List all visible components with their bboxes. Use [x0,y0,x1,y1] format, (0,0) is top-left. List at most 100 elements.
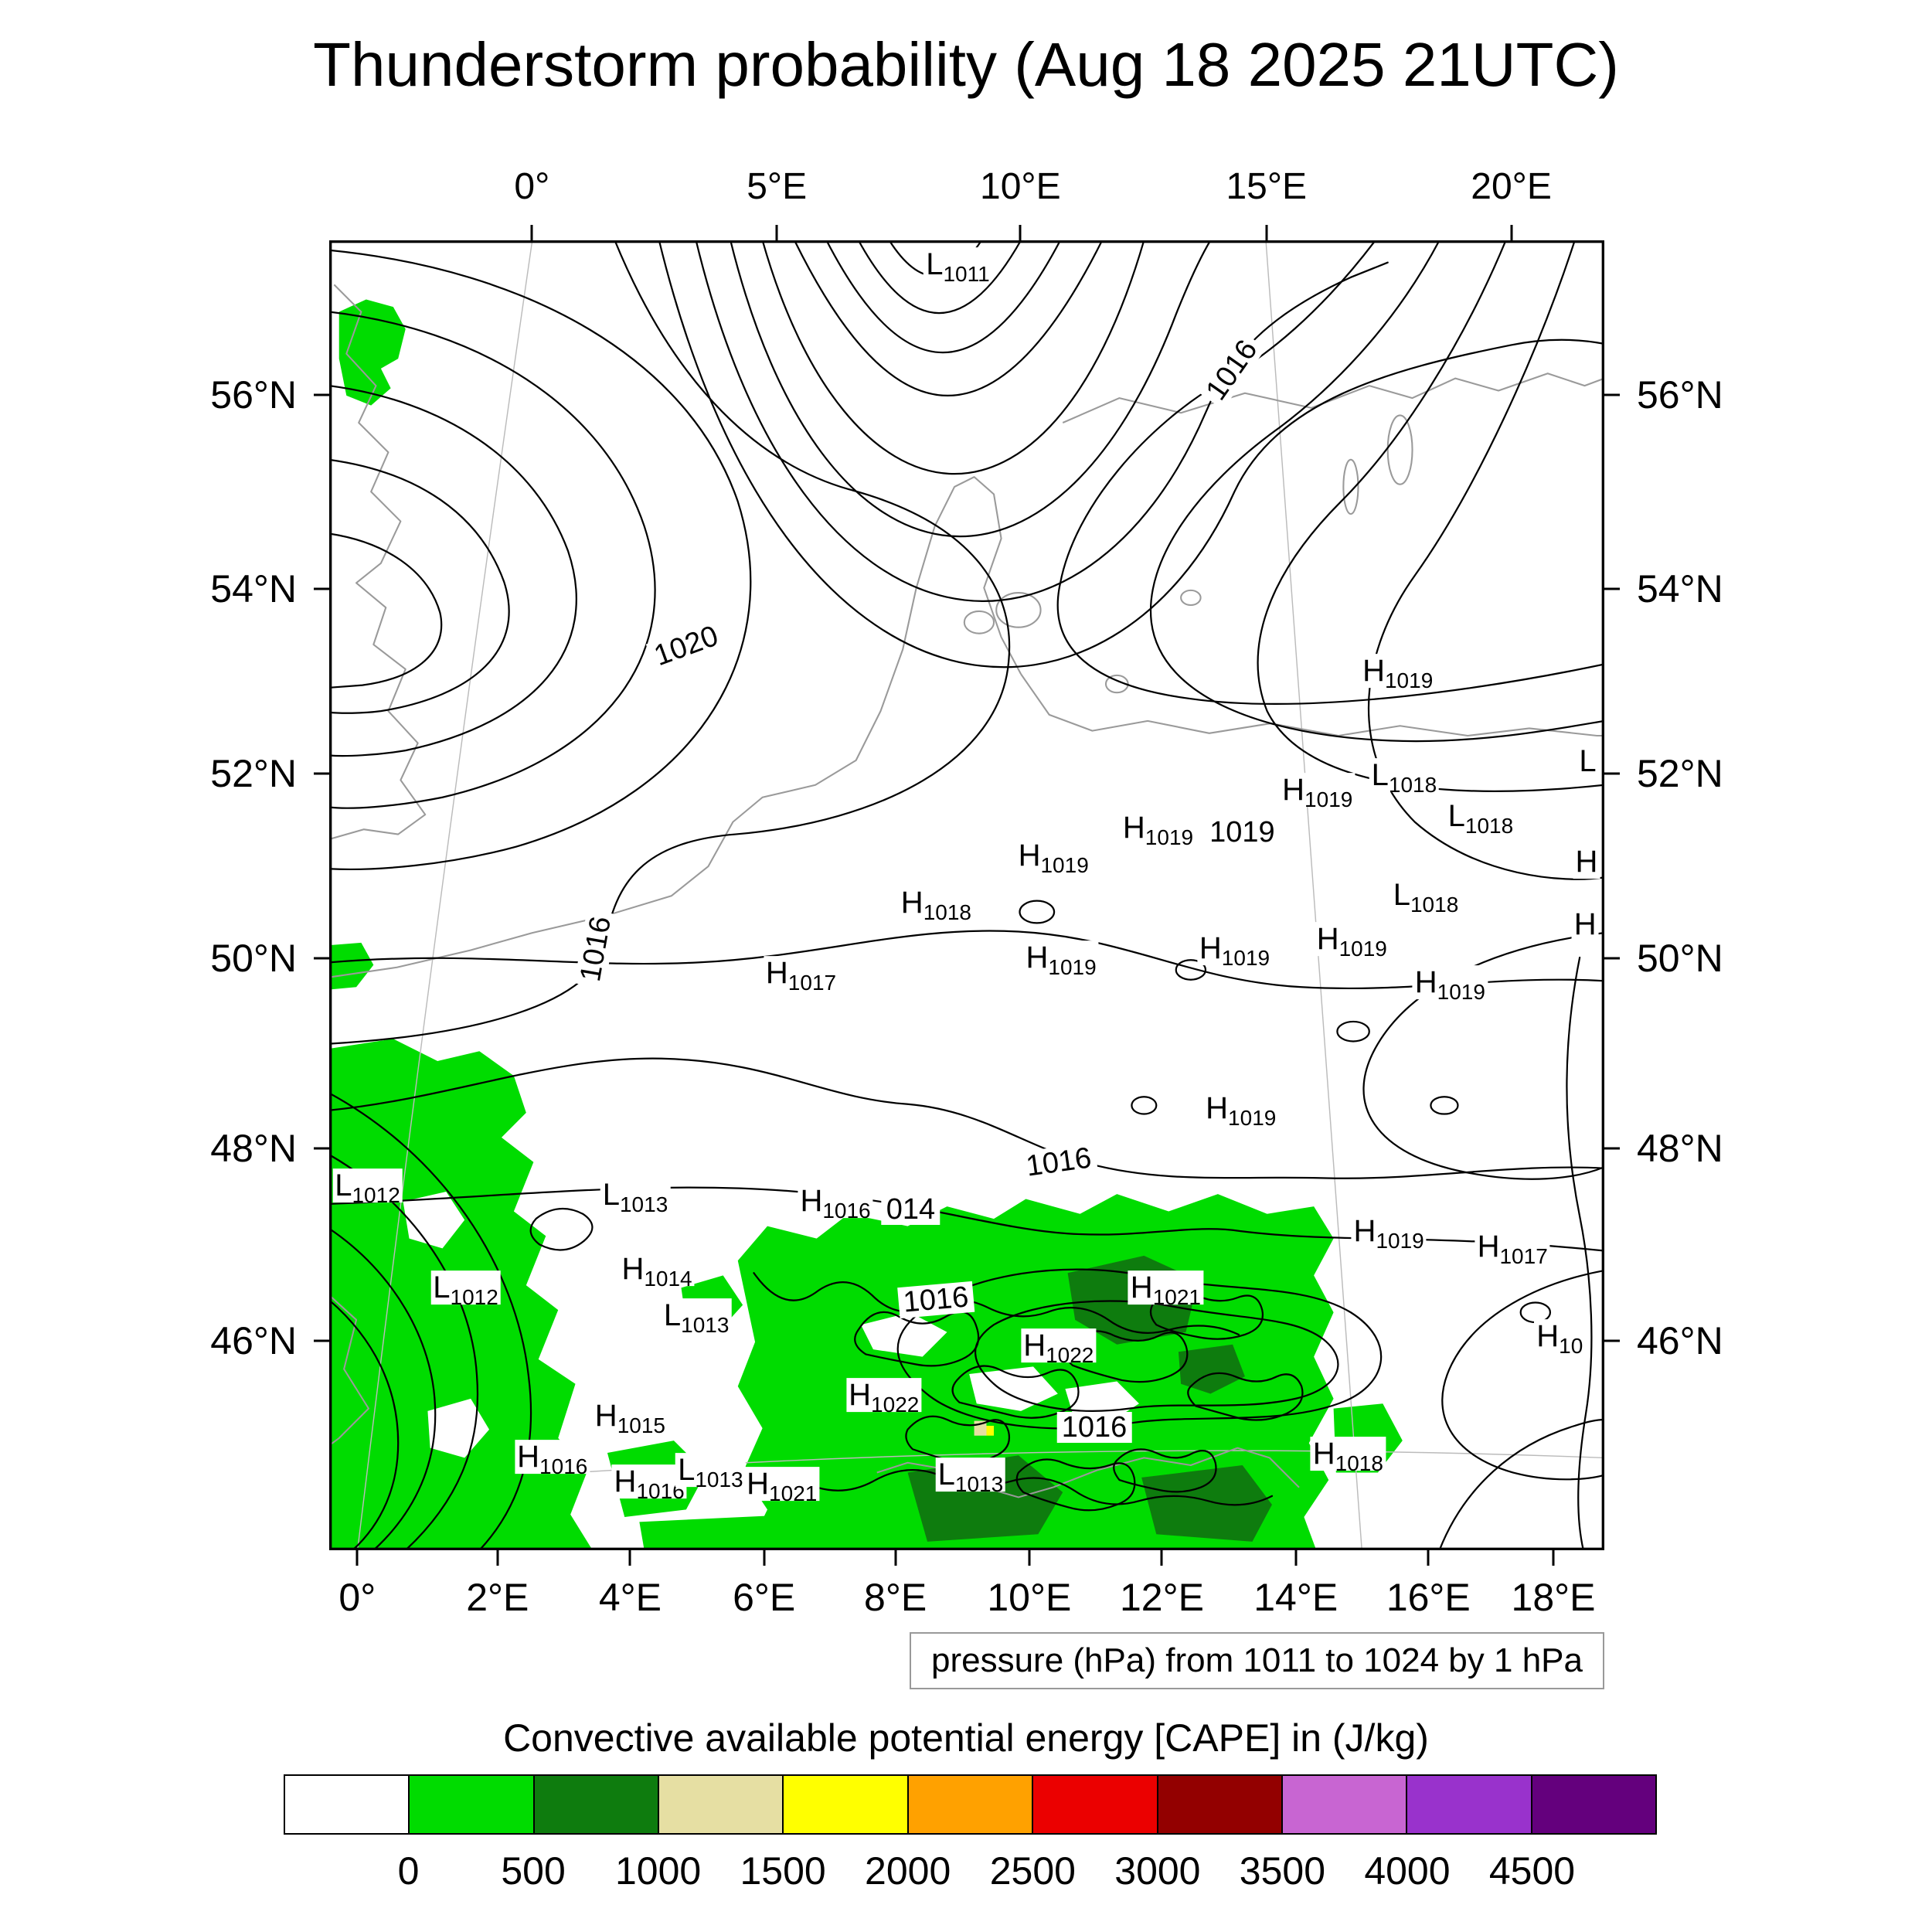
pressure-center-label: H1019 [1360,653,1436,691]
pressure-center-letter: H [1122,811,1145,845]
axis-tick [1510,225,1513,240]
contour-value-label: 1020 [645,619,727,674]
axis-tick [1604,772,1620,775]
pressure-center-letter: H [1414,965,1437,1000]
pressure-center-letter: H [765,956,788,991]
axis-tick-label: 18°E [1511,1576,1596,1619]
pressure-center-label: H1016 [611,1464,687,1502]
pressure-center-letter: H [517,1439,540,1474]
pressure-center-letter: H [849,1378,872,1413]
pressure-center-label: L1013 [661,1298,732,1335]
pressure-center-letter: H [1312,1437,1335,1471]
pressure-center-value: 1019 [1304,787,1353,812]
axis-tick-label: 15°E [1226,166,1308,207]
axis-tick-label: 56°N [210,373,297,417]
axis-tick [1160,1550,1163,1566]
pressure-center-letter: L [1579,743,1597,778]
pressure-center-value: 1021 [1152,1285,1201,1310]
colorbar-tick-label: 1000 [614,1849,702,1893]
pressure-center-value: 1015 [617,1413,665,1438]
contour-value-label: 014 [881,1194,940,1226]
axis-tick-label: 8°E [864,1576,927,1619]
pressure-center-value: 1019 [1384,668,1434,692]
pressure-center-label: H1019 [1120,811,1196,849]
pressure-center-letter: L [678,1452,696,1487]
pressure-caption: pressure (hPa) from 1011 to 1024 by 1 hP… [909,1632,1604,1689]
pressure-center-label: H1019 [1015,838,1091,876]
contour-value-label: 1016 [1019,1142,1098,1183]
axis-tick [894,1550,897,1566]
colorbar-segment [285,1776,409,1833]
colorbar-title: Convective available potential energy [C… [503,1716,1429,1760]
pressure-center-value: 1018 [923,900,971,924]
pressure-center-letter: H [614,1464,637,1498]
axis-tick-label: 0° [338,1576,376,1619]
colorbar-tick-label: 2500 [989,1849,1076,1893]
colorbar-labels: 0 500 1000 1500 2000 2500 3000 3500 4000 4500 [284,1849,1657,1895]
pressure-center-label: H1021 [1128,1270,1203,1308]
pressure-center-label: H [1571,907,1599,942]
pressure-center-label: L [1577,743,1599,778]
axis-tick [314,772,329,775]
pressure-center-letter: L [663,1298,682,1332]
axis-tick-label: 4°E [598,1576,662,1619]
axis-tick-label: 54°N [1637,566,1723,611]
axis-tick-label: 48°N [210,1126,297,1170]
pressure-center-letter: H [1282,773,1305,808]
pressure-center-letter: H [594,1399,617,1434]
map-plot-area: 1016 1020 1016 1019 1016 014 1016 1016 L1011 H10… [210,166,1723,1619]
axis-tick [1019,225,1022,240]
axis-tick-label: 52°N [210,751,297,795]
pressure-center-value: 1017 [787,971,837,995]
pressure-center-label: H1019 [1280,773,1355,811]
axis-tick [496,1550,499,1566]
axis-tick [1294,1550,1298,1566]
pressure-center-letter: H [900,885,923,920]
pressure-center-value: 1019 [1338,937,1387,961]
pressure-center-label: H1019 [1314,922,1389,960]
colorbar-tick-label: 3000 [1114,1849,1201,1893]
axis-tick-label: 10°E [979,166,1061,207]
colorbar-segment [1406,1776,1531,1833]
axis-tick [314,1339,329,1342]
colorbar-segment [1530,1776,1655,1833]
pressure-center-label: L1013 [600,1177,671,1215]
axis-tick [763,1550,766,1566]
pressure-center-value: 1018 [1464,813,1514,838]
colorbar-tick-label: 500 [501,1849,566,1893]
map-label-overlay: 1016 1020 1016 1019 1016 014 1016 1016 L1011 H10… [329,240,1604,1550]
pressure-center-label: H1016 [798,1184,873,1222]
colorbar-tick-label: 4500 [1488,1849,1576,1893]
pressure-center-label: L1012 [430,1270,501,1308]
axis-tick-label: 5°E [747,166,808,207]
pressure-center-value: 1013 [619,1192,668,1216]
contour-value-label: 1016 [1056,1411,1132,1443]
axis-tick-label: 12°E [1119,1576,1204,1619]
colorbar-tick-label: 3500 [1239,1849,1326,1893]
pressure-center-label: H [1573,845,1600,879]
axis-labels-right: 56°N 54°N 52°N 50°N 48°N 46°N [1637,240,1815,1550]
page-title: Thunderstorm probability (Aug 18 2025 21… [313,30,1619,99]
pressure-center-value: 1014 [644,1267,692,1291]
axis-tick-label: 16°E [1386,1576,1471,1619]
pressure-center-value: 1019 [1048,954,1097,979]
cape-shading-holes [403,1191,1139,1458]
axis-ticks-left [314,240,329,1550]
contour-value-label: 1016 [1198,330,1267,410]
pressure-center-letter: H [1026,940,1049,975]
axis-ticks-right [1604,240,1620,1550]
pressure-center-label: L1018 [1369,758,1440,796]
colorbar-segment [658,1776,783,1833]
pressure-center-value: 1013 [954,1472,1004,1497]
pressure-center-letter: H [1362,653,1385,688]
axis-ticks-bottom [329,1550,1604,1566]
axis-tick [1604,1339,1620,1342]
map-frame [329,240,1604,1550]
axis-tick-label: 56°N [1637,373,1723,417]
cape-colorbar [284,1774,1657,1835]
pressure-center-letter: L [937,1458,955,1492]
pressure-center-label: H1022 [1021,1328,1097,1366]
pressure-center-label: L1013 [935,1458,1006,1495]
pressure-center-value: 1012 [352,1182,400,1207]
colorbar-tick-label: 2000 [865,1849,951,1893]
